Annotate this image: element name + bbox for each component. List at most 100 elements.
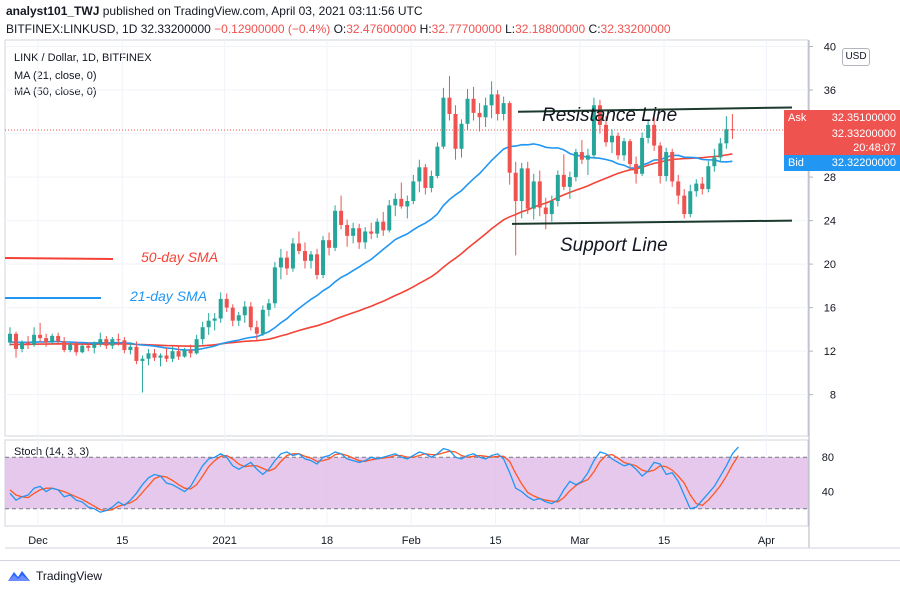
candle[interactable] (525, 161, 530, 215)
candle[interactable] (622, 137, 627, 161)
legend-title[interactable]: LINK / Dollar, 1D, BITFINEX (14, 52, 152, 64)
candle[interactable] (399, 182, 404, 209)
candle[interactable] (242, 301, 247, 323)
candle[interactable] (555, 170, 560, 207)
candle[interactable] (495, 90, 500, 121)
candle[interactable] (417, 159, 422, 193)
candle[interactable] (140, 355, 145, 393)
candle[interactable] (230, 304, 235, 327)
candle[interactable] (26, 335, 31, 349)
currency-button[interactable]: USD (842, 48, 870, 66)
candle[interactable] (537, 170, 542, 217)
legend-stoch[interactable]: Stoch (14, 3, 3) (14, 446, 90, 458)
candle[interactable] (152, 348, 157, 361)
candle[interactable] (561, 154, 566, 191)
candle[interactable] (375, 218, 380, 238)
candle[interactable] (248, 302, 253, 331)
candle[interactable] (104, 335, 109, 349)
candle[interactable] (14, 331, 19, 358)
candle[interactable] (718, 137, 723, 162)
candle[interactable] (363, 227, 368, 249)
candle[interactable] (682, 189, 687, 219)
candle[interactable] (579, 140, 584, 165)
candle[interactable] (272, 261, 277, 308)
candle[interactable] (8, 327, 12, 346)
candle[interactable] (628, 139, 633, 171)
candle[interactable] (32, 327, 37, 347)
author-name[interactable]: analyst101_TWJ (6, 4, 100, 18)
candle[interactable] (531, 173, 536, 220)
candle[interactable] (706, 160, 711, 193)
candle[interactable] (86, 342, 91, 352)
candle[interactable] (688, 184, 693, 218)
candle[interactable] (664, 147, 669, 182)
candle[interactable] (74, 341, 79, 356)
candle[interactable] (585, 148, 590, 175)
candle[interactable] (302, 242, 307, 269)
candle[interactable] (573, 148, 578, 182)
candle[interactable] (321, 235, 326, 279)
candle[interactable] (700, 177, 705, 195)
candle[interactable] (471, 86, 476, 121)
support-line[interactable] (511, 219, 793, 225)
candle[interactable] (200, 321, 205, 345)
candle[interactable] (453, 105, 458, 160)
candle[interactable] (411, 174, 416, 205)
legend-ma21[interactable]: MA (21, close, 0) (14, 70, 97, 82)
candle[interactable] (134, 341, 139, 365)
candle[interactable] (652, 117, 657, 151)
candle[interactable] (640, 132, 645, 176)
candle[interactable] (327, 232, 332, 256)
candle[interactable] (158, 353, 163, 367)
candle[interactable] (610, 129, 614, 154)
candle[interactable] (670, 148, 675, 187)
candle[interactable] (603, 116, 608, 147)
tradingview-logo[interactable]: TradingView (8, 569, 102, 583)
candle[interactable] (339, 195, 344, 230)
candle[interactable] (116, 333, 121, 346)
price-chart[interactable]: Resistance Line Support Line 50-day SMA 21-… (0, 0, 900, 560)
candle[interactable] (381, 211, 386, 236)
candle[interactable] (694, 179, 699, 197)
candle[interactable] (333, 205, 338, 252)
candle[interactable] (387, 199, 392, 233)
candle[interactable] (567, 171, 572, 199)
candle[interactable] (212, 313, 217, 331)
candle[interactable] (296, 231, 301, 255)
candle[interactable] (459, 119, 464, 158)
candle[interactable] (236, 311, 241, 327)
candle[interactable] (405, 195, 410, 219)
candle[interactable] (724, 116, 729, 149)
candle[interactable] (266, 298, 271, 317)
stoch-d-line[interactable] (9, 450, 739, 512)
candle[interactable] (309, 251, 313, 269)
candle[interactable] (20, 340, 25, 353)
stoch-k-line[interactable] (9, 446, 739, 513)
candle[interactable] (206, 313, 211, 335)
candle[interactable] (224, 293, 229, 312)
candle[interactable] (278, 248, 283, 280)
candle[interactable] (38, 322, 43, 343)
candle[interactable] (676, 174, 681, 205)
candle[interactable] (351, 222, 356, 244)
candle[interactable] (513, 161, 518, 256)
candle[interactable] (501, 96, 506, 121)
candle[interactable] (429, 170, 434, 193)
resistance-line[interactable] (517, 106, 793, 113)
candle[interactable] (80, 344, 85, 354)
candle[interactable] (616, 132, 621, 160)
candle[interactable] (110, 337, 115, 349)
candle[interactable] (254, 320, 259, 341)
candle[interactable] (712, 148, 717, 172)
candle[interactable] (646, 119, 651, 144)
candle[interactable] (315, 248, 320, 280)
candle[interactable] (56, 332, 61, 345)
candle[interactable] (435, 142, 440, 179)
candle[interactable] (68, 342, 73, 353)
candle[interactable] (369, 222, 374, 240)
candle[interactable] (477, 103, 482, 132)
candle[interactable] (357, 223, 362, 249)
candle[interactable] (597, 99, 602, 134)
candle[interactable] (92, 341, 97, 354)
candle[interactable] (218, 292, 223, 323)
